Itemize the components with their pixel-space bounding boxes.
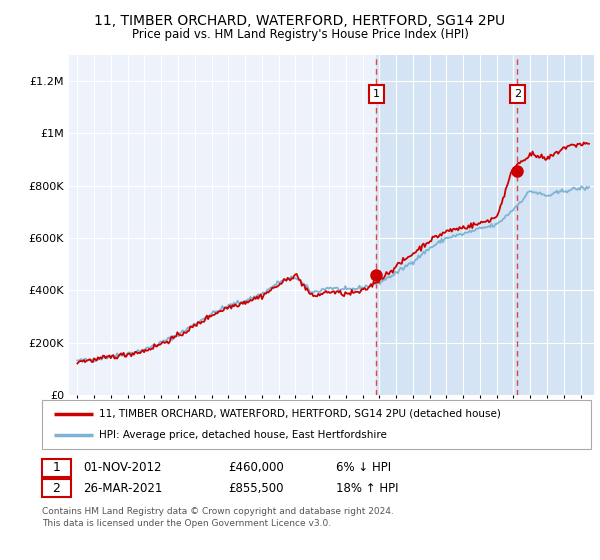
Text: Price paid vs. HM Land Registry's House Price Index (HPI): Price paid vs. HM Land Registry's House … [131, 28, 469, 41]
Text: HPI: Average price, detached house, East Hertfordshire: HPI: Average price, detached house, East… [99, 430, 387, 440]
Bar [376, 55, 594, 395]
Text: Contains HM Land Registry data © Crown copyright and database right 2024.
This d: Contains HM Land Registry data © Crown c… [42, 507, 394, 528]
Text: 6% ↓ HPI: 6% ↓ HPI [336, 461, 391, 474]
Text: 1: 1 [373, 89, 380, 99]
Text: 26-MAR-2021: 26-MAR-2021 [83, 482, 162, 495]
Text: 11, TIMBER ORCHARD, WATERFORD, HERTFORD, SG14 2PU: 11, TIMBER ORCHARD, WATERFORD, HERTFORD,… [94, 14, 506, 28]
Text: 01-NOV-2012: 01-NOV-2012 [83, 461, 161, 474]
Text: 1: 1 [52, 461, 61, 474]
Text: 2: 2 [514, 89, 521, 99]
Text: 11, TIMBER ORCHARD, WATERFORD, HERTFORD, SG14 2PU (detached house): 11, TIMBER ORCHARD, WATERFORD, HERTFORD,… [99, 409, 501, 419]
Text: £855,500: £855,500 [228, 482, 284, 495]
Text: 2: 2 [52, 482, 61, 495]
Text: £460,000: £460,000 [228, 461, 284, 474]
Text: 18% ↑ HPI: 18% ↑ HPI [336, 482, 398, 495]
